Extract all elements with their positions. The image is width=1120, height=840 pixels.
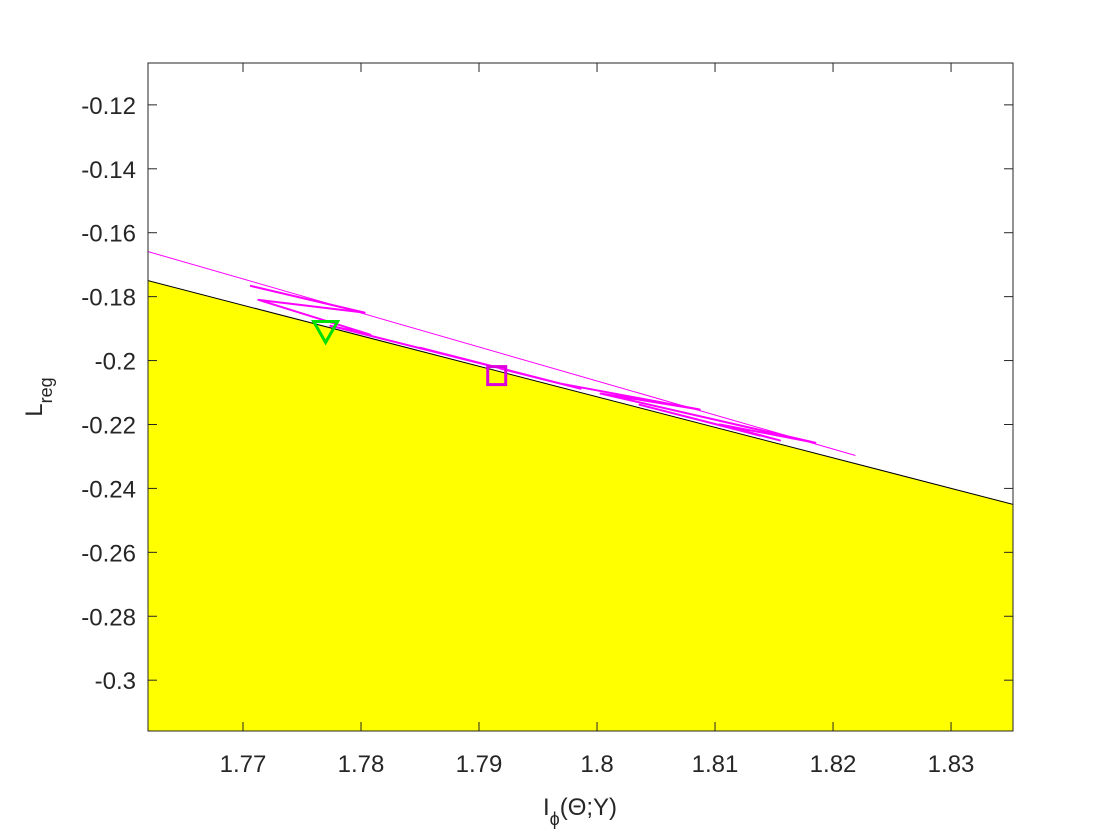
x-tick-label: 1.79	[456, 751, 503, 778]
x-tick-label: 1.82	[810, 751, 857, 778]
x-tick-label: 1.83	[928, 751, 975, 778]
y-label-main: L	[21, 403, 48, 416]
y-tick-label: -0.3	[95, 668, 136, 695]
y-tick-label: -0.26	[81, 540, 136, 567]
y-tick-label: -0.18	[81, 285, 136, 312]
axes: 1.77 1.78 1.79 1.8 1.81 1.82 1.83 -0.3 -0.28 -0.2…	[81, 63, 1013, 778]
y-tick-label: -0.14	[81, 157, 136, 184]
x-label-rest: (Θ;Y)	[560, 794, 617, 821]
line	[249, 284, 817, 444]
marker-square	[486, 365, 508, 387]
x-axis-label: Iϕ(Θ;Y)	[543, 794, 617, 829]
x-label-sub: ϕ	[550, 809, 560, 829]
line	[148, 280, 1013, 505]
y-label-sub: reg	[36, 377, 56, 403]
y-tick-label: -0.16	[81, 221, 136, 248]
axes-box	[147, 62, 1014, 732]
marker-triangle	[311, 319, 341, 346]
plot	[148, 251, 1013, 731]
y-tick-label: -0.24	[81, 476, 136, 503]
x-tick-label: 1.77	[220, 751, 267, 778]
y-tick-label: -0.28	[81, 604, 136, 631]
line	[148, 251, 856, 456]
x-tick-label: 1.78	[338, 751, 385, 778]
y-tick-label: -0.2	[95, 349, 136, 376]
feasible-area	[148, 280, 1013, 731]
x-label-main: I	[543, 794, 550, 821]
y-tick-label: -0.22	[81, 412, 136, 439]
y-tick-label: -0.12	[81, 93, 136, 120]
x-tick-label: 1.8	[580, 751, 613, 778]
x-tick-label: 1.81	[692, 751, 739, 778]
y-axis-label: Lreg	[21, 377, 56, 416]
